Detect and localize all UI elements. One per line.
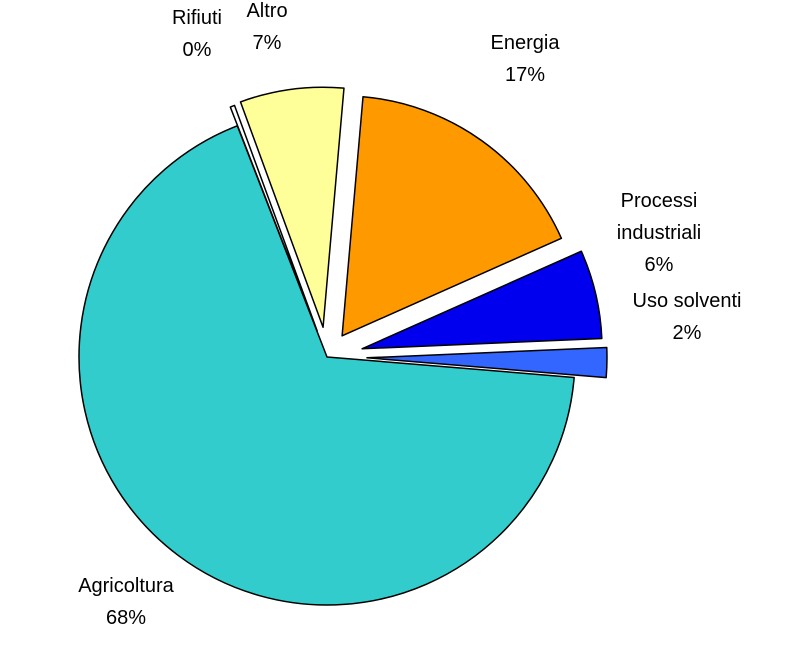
slice-label-agricoltura: Agricoltura 68% <box>78 575 174 629</box>
slice-label-rifiuti: Rifiuti 0% <box>172 7 222 61</box>
slice-name: industriali <box>617 222 701 244</box>
slice-label-altro: Altro 7% <box>246 0 287 54</box>
slice-label-energia: Energia 17% <box>491 32 561 86</box>
slice-name: Rifiuti <box>172 7 222 29</box>
slice-name: Energia <box>491 32 561 54</box>
slice-name: Agricoltura <box>78 575 174 597</box>
pie-slice-altro <box>239 86 345 329</box>
pie-labels: Energia 17% Processi industriali 6% Uso solve… <box>78 0 741 629</box>
pie-slice-energia <box>341 96 563 337</box>
pie-slice-processi-industriali <box>361 250 603 350</box>
slice-label-uso-solventi: Uso solventi 2% <box>633 290 742 344</box>
slice-name: Processi <box>621 190 698 212</box>
slice-percent: 6% <box>645 254 674 276</box>
slice-percent: 2% <box>673 322 702 344</box>
slice-name: Uso solventi <box>633 290 742 312</box>
pie-slice-uso-solventi <box>366 346 608 379</box>
slice-percent: 68% <box>106 607 146 629</box>
pie-slice-agricoltura <box>78 125 575 606</box>
pie-slices <box>78 86 608 606</box>
slice-name: Altro <box>246 0 287 22</box>
slice-percent: 0% <box>183 39 212 61</box>
pie-slice-rifiuti <box>229 104 318 332</box>
slice-percent: 7% <box>253 32 282 54</box>
slice-percent: 17% <box>505 64 545 86</box>
slice-label-processi-industriali: Processi industriali 6% <box>617 190 701 276</box>
